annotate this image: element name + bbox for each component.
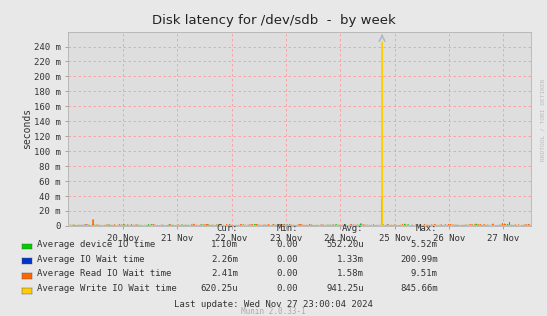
Text: Min:: Min:	[277, 224, 298, 233]
Text: 9.51m: 9.51m	[411, 270, 438, 278]
Text: 552.20u: 552.20u	[326, 240, 364, 249]
Text: 1.10m: 1.10m	[211, 240, 238, 249]
Text: Average IO Wait time: Average IO Wait time	[37, 255, 145, 264]
Text: 200.99m: 200.99m	[400, 255, 438, 264]
Text: Average device IO time: Average device IO time	[37, 240, 155, 249]
Text: 2.26m: 2.26m	[211, 255, 238, 264]
Text: 0.00: 0.00	[277, 284, 298, 293]
Text: 0.00: 0.00	[277, 270, 298, 278]
Text: 5.52m: 5.52m	[411, 240, 438, 249]
Text: Munin 2.0.33-1: Munin 2.0.33-1	[241, 307, 306, 316]
Text: Average Read IO Wait time: Average Read IO Wait time	[37, 270, 172, 278]
Text: 1.58m: 1.58m	[337, 270, 364, 278]
Text: Avg:: Avg:	[342, 224, 364, 233]
Text: Last update: Wed Nov 27 23:00:04 2024: Last update: Wed Nov 27 23:00:04 2024	[174, 300, 373, 308]
Text: RRDTOOL / TOBI OETIKER: RRDTOOL / TOBI OETIKER	[541, 79, 546, 161]
Text: Cur:: Cur:	[217, 224, 238, 233]
Text: Max:: Max:	[416, 224, 438, 233]
Text: 1.33m: 1.33m	[337, 255, 364, 264]
Text: Average Write IO Wait time: Average Write IO Wait time	[37, 284, 177, 293]
Text: 941.25u: 941.25u	[326, 284, 364, 293]
Text: Disk latency for /dev/sdb  -  by week: Disk latency for /dev/sdb - by week	[152, 14, 395, 27]
Text: 845.66m: 845.66m	[400, 284, 438, 293]
Y-axis label: seconds: seconds	[22, 108, 32, 149]
Text: 2.41m: 2.41m	[211, 270, 238, 278]
Text: 620.25u: 620.25u	[200, 284, 238, 293]
Text: 0.00: 0.00	[277, 255, 298, 264]
Text: 0.00: 0.00	[277, 240, 298, 249]
